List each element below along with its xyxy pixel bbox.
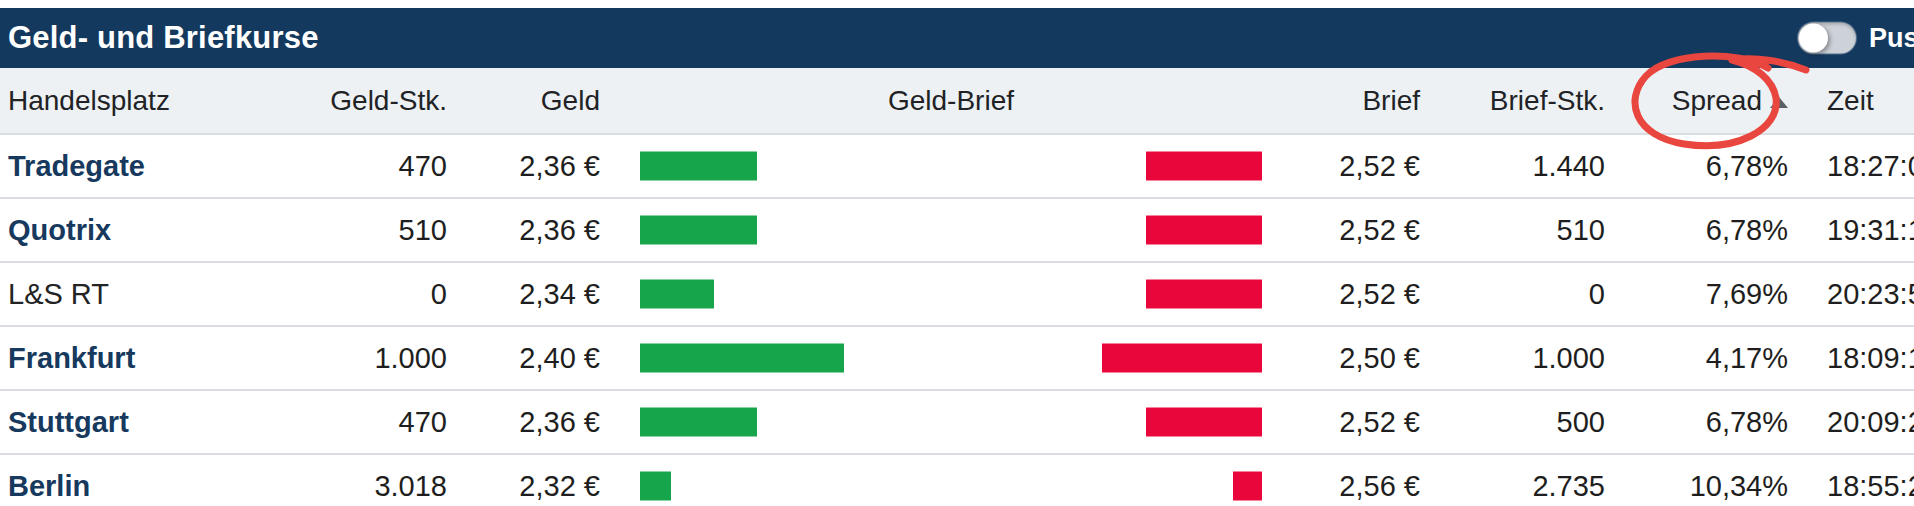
geld-brief-bars <box>600 135 1262 197</box>
geld-stk-value: 470 <box>300 406 447 439</box>
brief-stk-value: 1.000 <box>1420 342 1605 375</box>
geld-stk-value: 1.000 <box>300 342 447 375</box>
spread-value: 6,78% <box>1605 150 1788 183</box>
brief-stk-value: 1.440 <box>1420 150 1605 183</box>
geld-bar <box>640 216 757 245</box>
geld-stk-value: 470 <box>300 150 447 183</box>
spread-value: 6,78% <box>1605 406 1788 439</box>
brief-value: 2,52 € <box>1262 214 1420 247</box>
venue-link[interactable]: Frankfurt <box>8 342 135 374</box>
column-header-brief[interactable]: Brief <box>1262 85 1420 117</box>
spread-value: 10,34% <box>1605 470 1788 503</box>
geld-value: 2,36 € <box>447 214 600 247</box>
geld-brief-bars <box>600 263 1262 325</box>
brief-bar <box>1146 216 1262 245</box>
geld-stk-value: 3.018 <box>300 470 447 503</box>
brief-bar <box>1233 472 1262 501</box>
table-row: Tradegate 470 2,36 € 2,52 € 1.440 6,78% … <box>0 133 1914 197</box>
column-header-geld-brief[interactable]: Geld-Brief <box>600 85 1262 117</box>
brief-bar <box>1146 408 1262 437</box>
column-header-geld[interactable]: Geld <box>447 85 600 117</box>
brief-bar <box>1102 344 1262 373</box>
column-header-zeit[interactable]: Zeit <box>1788 85 1914 117</box>
sort-ascending-icon <box>1770 97 1788 108</box>
geld-value: 2,36 € <box>447 406 600 439</box>
brief-bar <box>1146 152 1262 181</box>
brief-stk-value: 510 <box>1420 214 1605 247</box>
zeit-value: 18:27:01 <box>1788 150 1914 183</box>
brief-stk-value: 2.735 <box>1420 470 1605 503</box>
table-row: Quotrix 510 2,36 € 2,52 € 510 6,78% 19:3… <box>0 197 1914 261</box>
panel-titlebar: Geld- und Briefkurse Push <box>0 8 1914 68</box>
push-toggle-label: Push <box>1869 23 1914 54</box>
brief-stk-value: 0 <box>1420 278 1605 311</box>
geld-brief-bars <box>600 391 1262 453</box>
geld-bar <box>640 472 671 501</box>
zeit-value: 20:23:55 <box>1788 278 1914 311</box>
table-row: L&S RT 0 2,34 € 2,52 € 0 7,69% 20:23:55 <box>0 261 1914 325</box>
zeit-value: 20:09:26 <box>1788 406 1914 439</box>
brief-bar <box>1146 280 1262 309</box>
venue-link[interactable]: Berlin <box>8 470 90 502</box>
column-header-spread-label: Spread <box>1672 85 1762 117</box>
column-header-geld-stk[interactable]: Geld-Stk. <box>300 85 447 117</box>
geld-bar <box>640 280 714 309</box>
brief-stk-value: 500 <box>1420 406 1605 439</box>
geld-value: 2,32 € <box>447 470 600 503</box>
column-header-brief-stk[interactable]: Brief-Stk. <box>1420 85 1605 117</box>
push-toggle-knob <box>1799 24 1828 53</box>
venue-link: L&S RT <box>8 278 109 310</box>
top-margin-strip <box>0 0 1914 8</box>
geld-value: 2,40 € <box>447 342 600 375</box>
brief-value: 2,56 € <box>1262 470 1420 503</box>
spread-value: 4,17% <box>1605 342 1788 375</box>
venue-link[interactable]: Quotrix <box>8 214 111 246</box>
venue-link[interactable]: Stuttgart <box>8 406 129 438</box>
push-toggle-group: Push <box>1798 23 1914 54</box>
column-header-spread[interactable]: Spread <box>1605 85 1788 117</box>
brief-value: 2,52 € <box>1262 150 1420 183</box>
brief-value: 2,52 € <box>1262 406 1420 439</box>
spread-value: 6,78% <box>1605 214 1788 247</box>
geld-value: 2,34 € <box>447 278 600 311</box>
geld-stk-value: 0 <box>300 278 447 311</box>
push-toggle[interactable] <box>1798 23 1856 54</box>
geld-brief-bars <box>600 199 1262 261</box>
geld-brief-bars <box>600 327 1262 389</box>
brief-value: 2,52 € <box>1262 278 1420 311</box>
table-row: Stuttgart 470 2,36 € 2,52 € 500 6,78% 20… <box>0 389 1914 453</box>
column-header-handelsplatz[interactable]: Handelsplatz <box>0 85 300 117</box>
geld-bar <box>640 344 844 373</box>
geld-bar <box>640 152 757 181</box>
geld-value: 2,36 € <box>447 150 600 183</box>
spread-value: 7,69% <box>1605 278 1788 311</box>
brief-value: 2,50 € <box>1262 342 1420 375</box>
geld-stk-value: 510 <box>300 214 447 247</box>
table-body: Tradegate 470 2,36 € 2,52 € 1.440 6,78% … <box>0 133 1914 506</box>
zeit-value: 18:09:16 <box>1788 342 1914 375</box>
panel-title: Geld- und Briefkurse <box>8 20 319 56</box>
geld-brief-bars <box>600 455 1262 506</box>
table-header-row: Handelsplatz Geld-Stk. Geld Geld-Brief B… <box>0 68 1914 133</box>
table-row: Frankfurt 1.000 2,40 € 2,50 € 1.000 4,17… <box>0 325 1914 389</box>
zeit-value: 18:55:26 <box>1788 470 1914 503</box>
zeit-value: 19:31:13 <box>1788 214 1914 247</box>
geld-bar <box>640 408 757 437</box>
table-row: Berlin 3.018 2,32 € 2,56 € 2.735 10,34% … <box>0 453 1914 506</box>
venue-link[interactable]: Tradegate <box>8 150 145 182</box>
